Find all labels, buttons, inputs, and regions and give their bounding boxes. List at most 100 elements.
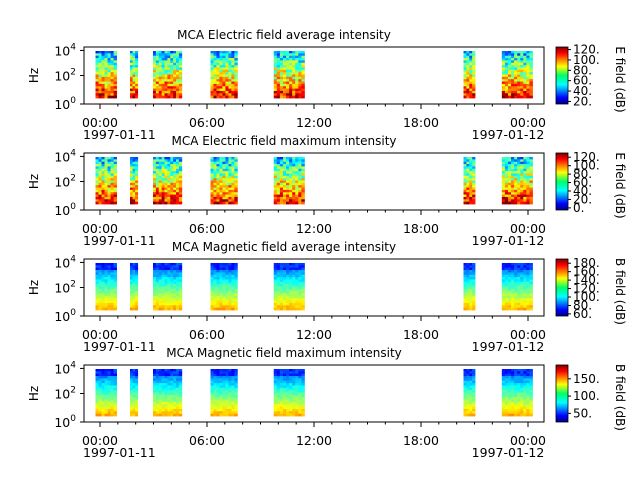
spectrogram-cell bbox=[176, 67, 180, 71]
spectrogram-cell bbox=[511, 60, 515, 64]
spectrogram-cell bbox=[167, 281, 171, 285]
spectrogram-cell bbox=[164, 55, 168, 59]
spectrogram-cell bbox=[164, 95, 168, 99]
x-tick-label: 00:00 bbox=[82, 115, 118, 130]
spectrogram-cell bbox=[286, 380, 290, 384]
spectrogram-cell bbox=[95, 281, 99, 285]
spectrogram-cell bbox=[295, 399, 299, 403]
spectrogram-cell bbox=[298, 201, 302, 205]
spectrogram-cell bbox=[178, 288, 183, 292]
spectrogram-cell bbox=[170, 192, 174, 195]
spectrogram-cell bbox=[170, 300, 174, 304]
spectrogram-cell bbox=[110, 286, 114, 290]
spectrogram-cell bbox=[213, 189, 217, 193]
spectrogram-cell bbox=[282, 72, 287, 75]
spectrogram-cell bbox=[130, 383, 133, 386]
spectrogram-cell bbox=[164, 378, 168, 382]
spectrogram-cell bbox=[231, 90, 235, 94]
spectrogram-cell bbox=[95, 293, 99, 297]
spectrogram-cell bbox=[529, 373, 533, 377]
spectrogram-cell bbox=[213, 166, 217, 170]
spectrogram-cell bbox=[517, 178, 521, 181]
spectrogram-cell bbox=[298, 298, 302, 301]
spectrogram-cell bbox=[469, 51, 473, 54]
spectrogram-cell bbox=[158, 90, 163, 94]
spectrogram-cell bbox=[514, 387, 518, 391]
spectrogram-cell bbox=[289, 408, 293, 412]
spectrogram-cell bbox=[273, 95, 278, 99]
spectrogram-cell bbox=[282, 196, 287, 200]
spectrogram-cell bbox=[164, 185, 168, 188]
spectrogram-cell bbox=[104, 196, 108, 200]
spectrogram-cell bbox=[511, 199, 515, 203]
spectrogram-cell bbox=[298, 185, 302, 188]
spectrogram-cell bbox=[289, 387, 293, 391]
spectrogram-cell bbox=[210, 55, 214, 59]
spectrogram-cell bbox=[110, 392, 114, 396]
spectrogram-cell bbox=[231, 175, 235, 179]
spectrogram-cell bbox=[514, 166, 518, 170]
spectrogram-cell bbox=[173, 55, 177, 59]
spectrogram-cell bbox=[504, 72, 509, 75]
spectrogram-cell bbox=[520, 404, 524, 407]
spectrogram-cell bbox=[95, 383, 99, 386]
spectrogram-cell bbox=[469, 272, 473, 276]
spectrogram-cell bbox=[501, 175, 506, 179]
spectrogram-cell bbox=[292, 406, 296, 410]
spectrogram-cell bbox=[98, 394, 102, 398]
spectrogram-cell bbox=[113, 300, 117, 304]
spectrogram-cell bbox=[298, 79, 302, 82]
spectrogram-cell bbox=[210, 371, 214, 375]
spectrogram-cell bbox=[219, 180, 223, 184]
spectrogram-cell bbox=[231, 168, 235, 172]
spectrogram-cell bbox=[219, 401, 223, 405]
spectrogram-cell bbox=[282, 406, 287, 410]
spectrogram-cell bbox=[295, 397, 299, 400]
spectrogram-cell bbox=[501, 185, 506, 188]
spectrogram-cell bbox=[219, 65, 223, 68]
spectrogram-cell bbox=[173, 189, 177, 193]
spectrogram-cell bbox=[222, 182, 226, 186]
spectrogram-cell bbox=[104, 371, 108, 375]
spectrogram-cell bbox=[153, 295, 157, 299]
spectrogram-cell bbox=[469, 83, 473, 87]
spectrogram-cell bbox=[135, 300, 139, 304]
spectrogram-cell bbox=[472, 69, 476, 73]
spectrogram-cell bbox=[469, 182, 473, 186]
spectrogram-cell bbox=[529, 62, 533, 66]
spectrogram-cell bbox=[469, 369, 473, 372]
spectrogram-cell bbox=[295, 281, 299, 285]
spectrogram-cell bbox=[517, 95, 521, 99]
spectrogram-cell bbox=[98, 387, 102, 391]
spectrogram-cell bbox=[295, 79, 299, 82]
spectrogram-cell bbox=[153, 178, 157, 181]
spectrogram-cell bbox=[170, 187, 174, 191]
spectrogram-cell bbox=[526, 272, 530, 276]
spectrogram-cell bbox=[155, 173, 160, 177]
spectrogram-block bbox=[501, 369, 533, 417]
spectrogram-cell bbox=[161, 274, 165, 278]
spectrogram-cell bbox=[276, 182, 281, 186]
spectrogram-cell bbox=[234, 291, 238, 294]
spectrogram-cell bbox=[98, 161, 102, 165]
spectrogram-cell bbox=[517, 286, 521, 290]
spectrogram-cell bbox=[466, 180, 470, 184]
x-tick-label: 06:00 bbox=[189, 221, 225, 236]
spectrogram-cell bbox=[107, 286, 111, 290]
spectrogram-cell bbox=[279, 58, 284, 61]
spectrogram-cell bbox=[113, 369, 117, 372]
spectrogram-cell bbox=[216, 95, 220, 99]
spectrogram-cell bbox=[292, 284, 296, 287]
spectrogram-cell bbox=[210, 378, 214, 382]
spectrogram-cell bbox=[273, 385, 278, 389]
spectrogram-cell bbox=[153, 291, 157, 294]
spectrogram-cell bbox=[101, 175, 105, 179]
spectrogram-cell bbox=[529, 173, 533, 177]
spectrogram-cell bbox=[98, 168, 102, 172]
spectrogram-cell bbox=[178, 175, 183, 179]
spectrogram-cell bbox=[135, 90, 139, 94]
spectrogram-cell bbox=[113, 74, 117, 78]
spectrogram-cell bbox=[132, 286, 136, 290]
spectrogram-cell bbox=[95, 411, 99, 415]
spectrogram-cell bbox=[529, 93, 533, 97]
